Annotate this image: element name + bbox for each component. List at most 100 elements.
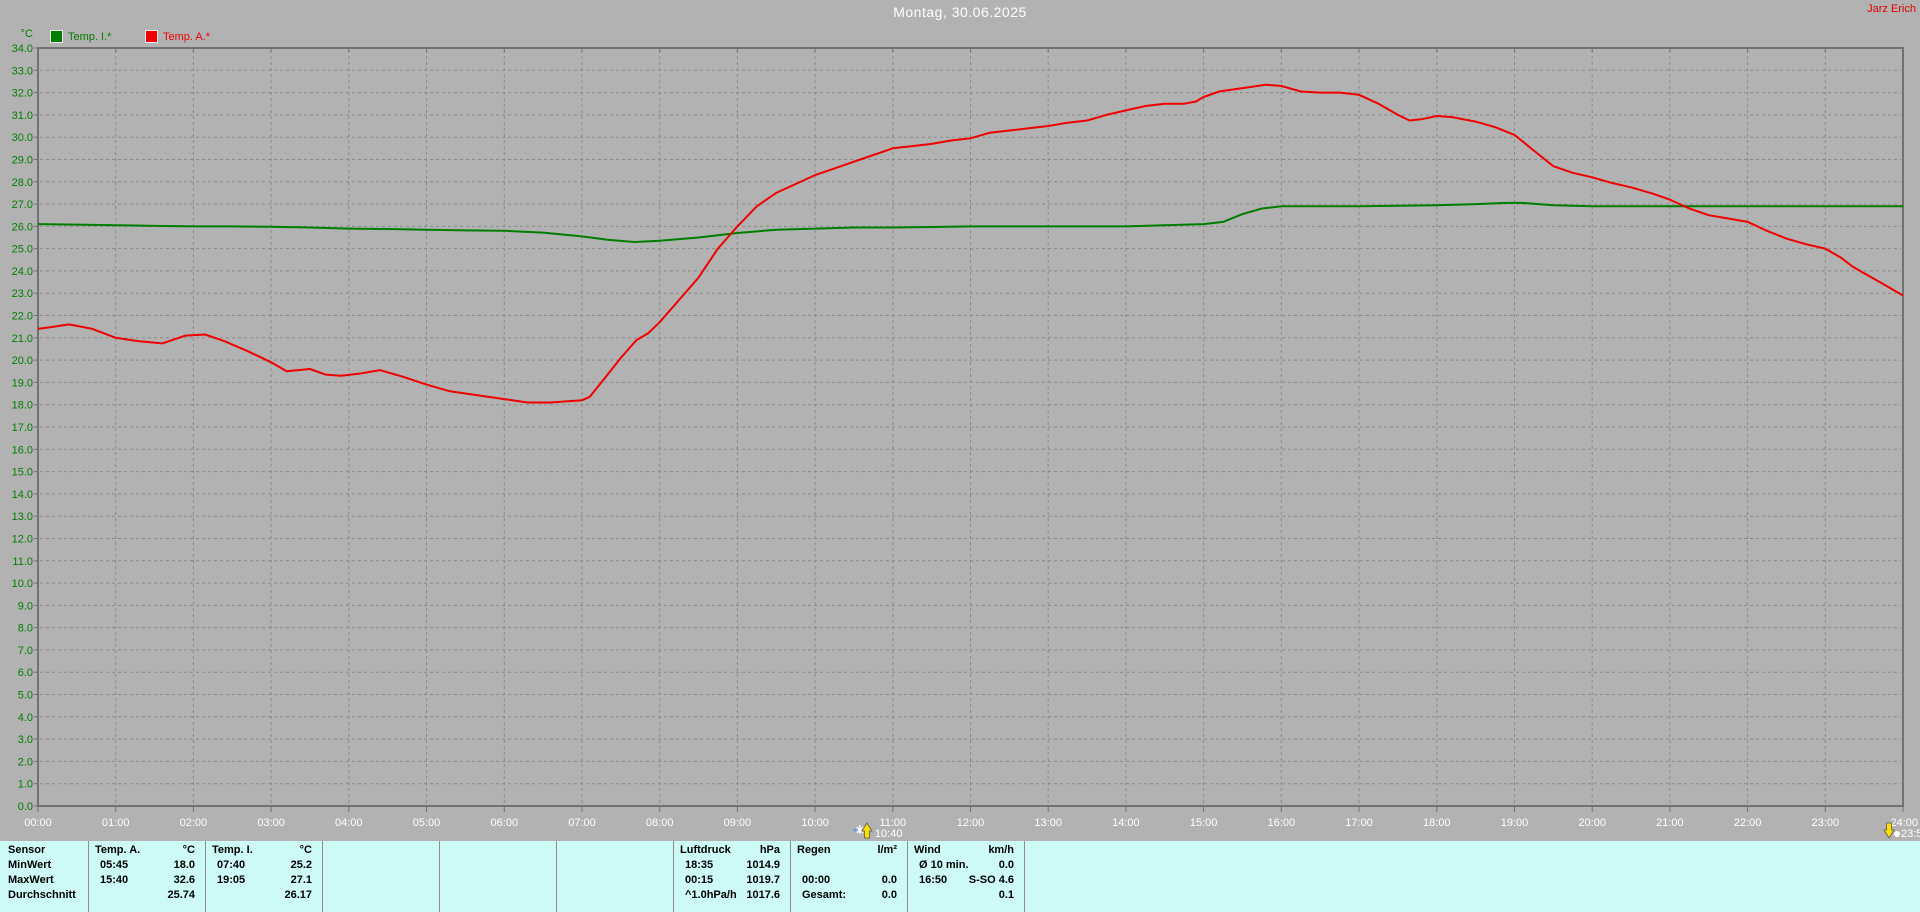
- svg-text:04:00: 04:00: [335, 817, 363, 829]
- table-divider: [439, 841, 440, 912]
- svg-text:30.0: 30.0: [12, 132, 33, 144]
- table-divider: [790, 841, 791, 912]
- temp-a-line: [37, 83, 1904, 404]
- table-time-cell: 05:45: [100, 859, 129, 871]
- table-value-cell: S-SO 4.6: [968, 874, 1014, 886]
- svg-text:08:00: 08:00: [646, 817, 674, 829]
- legend-item-temp-a[interactable]: Temp. A.*: [145, 30, 210, 43]
- svg-text:09:00: 09:00: [724, 817, 752, 829]
- table-time-cell: 15:40: [100, 874, 129, 886]
- temp-i-swatch-icon: [50, 30, 63, 43]
- svg-text:02:00: 02:00: [180, 817, 208, 829]
- page-title: Montag, 30.06.2025: [893, 4, 1027, 20]
- table-col-unit: °C: [182, 844, 195, 856]
- svg-text:32.0: 32.0: [12, 88, 33, 100]
- svg-text:9.0: 9.0: [18, 600, 33, 612]
- gridlines: [40, 50, 1901, 804]
- svg-text:14:00: 14:00: [1112, 817, 1140, 829]
- x-axis-labels: 00:00 01:00 02:00 03:00 04:00 05:00 06:00 07:00…: [24, 817, 1918, 829]
- svg-text:10:40: 10:40: [875, 828, 903, 840]
- svg-text:19.0: 19.0: [12, 377, 33, 389]
- svg-text:00:00: 00:00: [24, 817, 52, 829]
- temp-i-line: [37, 201, 1903, 243]
- svg-text:26.0: 26.0: [12, 221, 33, 233]
- svg-text:23.0: 23.0: [12, 288, 33, 300]
- table-col-unit: km/h: [988, 844, 1014, 856]
- svg-text:12:00: 12:00: [957, 817, 985, 829]
- svg-text:0.0: 0.0: [18, 801, 33, 813]
- legend-item-temp-i[interactable]: Temp. I.*: [50, 30, 111, 43]
- table-col-unit: hPa: [759, 844, 780, 856]
- table-col-header: Wind: [914, 844, 941, 856]
- table-time-cell: 16:50: [919, 874, 948, 886]
- table-value-cell: 1017.6: [746, 889, 780, 901]
- svg-text:15.0: 15.0: [12, 467, 33, 479]
- table-value-cell: 18.0: [173, 859, 195, 871]
- author-label: Jarz Erich: [1867, 3, 1916, 15]
- table-value-cell: 25.74: [167, 889, 195, 901]
- svg-text:18:00: 18:00: [1423, 817, 1451, 829]
- table-value-cell: 0.0: [998, 859, 1014, 871]
- plot-frame: [34, 47, 1904, 812]
- svg-text:22:00: 22:00: [1734, 817, 1762, 829]
- table-time-cell: 00:15: [685, 874, 714, 886]
- table-row-label: MinWert: [8, 859, 52, 871]
- table-col-header: Temp. I.: [212, 844, 253, 856]
- table-col-header: Regen: [797, 844, 831, 856]
- legend-label-temp-i: Temp. I.*: [68, 30, 112, 43]
- svg-text:21.0: 21.0: [12, 333, 33, 345]
- svg-text:8.0: 8.0: [18, 623, 33, 635]
- svg-text:6.0: 6.0: [18, 667, 33, 679]
- svg-text:23:5: 23:5: [1901, 828, 1920, 840]
- svg-text:7.0: 7.0: [18, 645, 33, 657]
- svg-text:07:00: 07:00: [568, 817, 596, 829]
- svg-text:34.0: 34.0: [12, 43, 33, 55]
- svg-text:11:00: 11:00: [879, 817, 906, 829]
- svg-text:10.0: 10.0: [12, 578, 33, 590]
- time-marker-sunpos: 10:40: [853, 822, 903, 840]
- daily-stats-table: Sensor MinWert MaxWert Durchschnitt Temp. A.…: [0, 841, 1920, 912]
- svg-text:27.0: 27.0: [12, 199, 33, 211]
- svg-text:06:00: 06:00: [491, 817, 519, 829]
- svg-text:31.0: 31.0: [12, 110, 33, 122]
- table-value-cell: 1014.9: [746, 859, 780, 871]
- table-value-cell: 0.1: [998, 889, 1014, 901]
- table-value-cell: 0.0: [881, 874, 897, 886]
- svg-text:16:00: 16:00: [1268, 817, 1296, 829]
- svg-text:20.0: 20.0: [12, 355, 33, 367]
- svg-text:13.0: 13.0: [12, 511, 33, 523]
- temp-a-swatch-icon: [145, 30, 158, 43]
- svg-text:05:00: 05:00: [413, 817, 441, 829]
- table-value-cell: 32.6: [173, 874, 195, 886]
- table-value-cell: 27.1: [290, 874, 312, 886]
- table-divider: [673, 841, 674, 912]
- svg-text:01:00: 01:00: [102, 817, 130, 829]
- table-divider: [205, 841, 206, 912]
- svg-text:16.0: 16.0: [12, 444, 33, 456]
- svg-text:23:00: 23:00: [1812, 817, 1840, 829]
- svg-text:24:00: 24:00: [1890, 817, 1918, 829]
- table-value-cell: 25.2: [290, 859, 312, 871]
- table-value-cell: 0.0: [881, 889, 897, 901]
- time-marker-sunset: 23:5: [1883, 822, 1920, 840]
- svg-text:12.0: 12.0: [12, 534, 33, 546]
- svg-text:28.0: 28.0: [12, 177, 33, 189]
- svg-text:15:00: 15:00: [1190, 817, 1218, 829]
- svg-text:4.0: 4.0: [18, 712, 33, 724]
- table-time-cell: ^1.0hPa/h: [685, 889, 737, 901]
- y-axis-unit-label: °C: [20, 28, 33, 40]
- svg-text:20:00: 20:00: [1578, 817, 1606, 829]
- svg-text:11.0: 11.0: [12, 556, 33, 568]
- svg-text:24.0: 24.0: [12, 266, 33, 278]
- table-row-label: Sensor: [8, 844, 46, 856]
- table-time-cell: Ø 10 min.: [919, 859, 969, 871]
- svg-text:2.0: 2.0: [18, 756, 33, 768]
- legend-label-temp-a: Temp. A.*: [163, 30, 211, 43]
- table-time-cell: 00:00: [802, 874, 831, 886]
- table-row-label: Durchschnitt: [8, 889, 76, 901]
- svg-text:17.0: 17.0: [12, 422, 33, 434]
- table-time-cell: 18:35: [685, 859, 714, 871]
- table-divider: [322, 841, 323, 912]
